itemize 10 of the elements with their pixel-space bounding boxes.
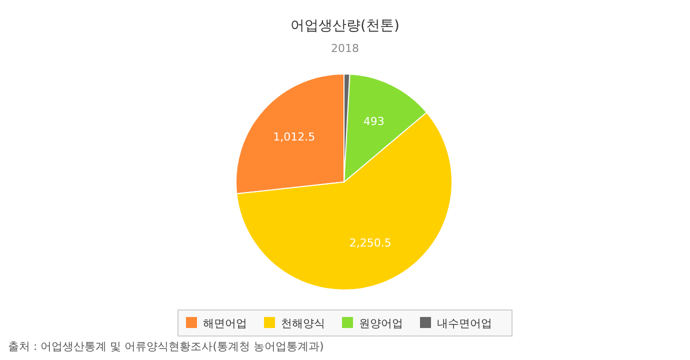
data-label: 1,012.5 <box>273 130 316 144</box>
legend-label: 해면어업 <box>203 317 247 330</box>
legend-label: 원양어업 <box>359 317 403 330</box>
data-label: 2,250.5 <box>349 236 392 250</box>
source-note: 출처 : 어업생산통계 및 어류양식현황조사(통계청 농어업통계과) <box>8 340 324 353</box>
chart-subtitle: 2018 <box>331 42 359 55</box>
data-label: 493 <box>363 115 384 128</box>
legend-label: 천해양식 <box>281 317 325 330</box>
chart-title: 어업생산량(천톤) <box>290 18 400 34</box>
legend-label: 내수면어업 <box>437 317 492 330</box>
